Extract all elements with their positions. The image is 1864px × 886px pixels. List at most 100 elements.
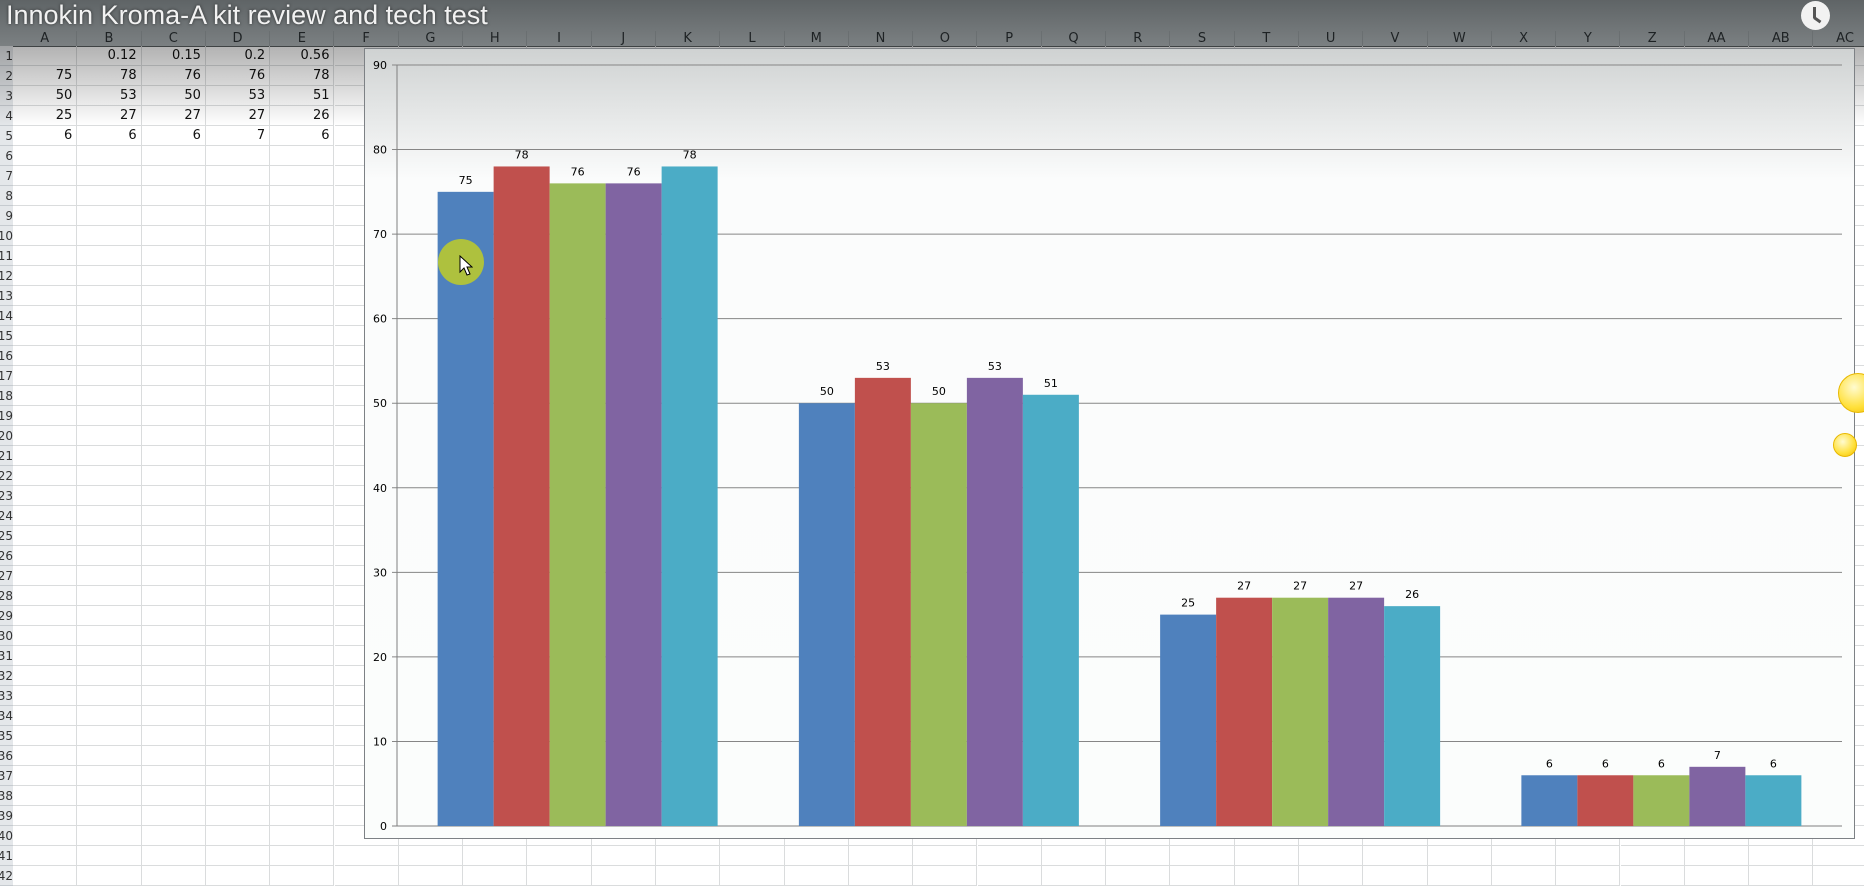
cell-A2[interactable]: 75 xyxy=(13,66,78,86)
cell-D24[interactable] xyxy=(205,506,271,526)
cell-D22[interactable] xyxy=(205,466,271,486)
cell-A16[interactable] xyxy=(13,346,78,366)
cell-D23[interactable] xyxy=(205,486,271,506)
cell-D19[interactable] xyxy=(205,406,271,426)
row-header[interactable]: 18 xyxy=(0,386,13,406)
cell-C23[interactable] xyxy=(141,486,206,506)
cell-T42[interactable] xyxy=(1234,866,1299,886)
cell-E26[interactable] xyxy=(270,546,335,566)
cell-A19[interactable] xyxy=(13,406,78,426)
cell-C16[interactable] xyxy=(141,346,206,366)
cell-E29[interactable] xyxy=(270,606,335,626)
cell-E22[interactable] xyxy=(270,466,335,486)
cell-D28[interactable] xyxy=(205,586,271,606)
cell-D8[interactable] xyxy=(205,186,271,206)
cell-A1[interactable] xyxy=(13,46,78,66)
cell-Y41[interactable] xyxy=(1556,846,1621,866)
cell-A33[interactable] xyxy=(13,686,78,706)
row-header[interactable]: 31 xyxy=(0,646,13,666)
cell-A14[interactable] xyxy=(13,306,78,326)
cell-D26[interactable] xyxy=(205,546,271,566)
cell-D25[interactable] xyxy=(205,526,271,546)
column-header-K[interactable]: K xyxy=(656,31,721,46)
row-header[interactable]: 15 xyxy=(0,326,13,346)
cell-D18[interactable] xyxy=(205,386,271,406)
cell-B18[interactable] xyxy=(77,386,142,406)
cell-E18[interactable] xyxy=(270,386,335,406)
cell-B21[interactable] xyxy=(77,446,142,466)
cell-B10[interactable] xyxy=(77,226,142,246)
cell-A24[interactable] xyxy=(13,506,78,526)
column-header-W[interactable]: W xyxy=(1428,31,1492,46)
row-header[interactable]: 33 xyxy=(0,686,13,706)
cell-E21[interactable] xyxy=(270,446,335,466)
cell-E4[interactable]: 26 xyxy=(270,106,335,126)
cell-C15[interactable] xyxy=(141,326,206,346)
cell-D2[interactable]: 76 xyxy=(205,66,271,86)
cell-D39[interactable] xyxy=(205,806,271,826)
cell-A36[interactable] xyxy=(13,746,78,766)
cell-E8[interactable] xyxy=(270,186,335,206)
cell-O41[interactable] xyxy=(913,846,978,866)
cell-C18[interactable] xyxy=(141,386,206,406)
column-header-U[interactable]: U xyxy=(1299,31,1364,46)
row-header[interactable]: 8 xyxy=(0,186,13,206)
cell-B23[interactable] xyxy=(77,486,142,506)
cell-D30[interactable] xyxy=(205,626,271,646)
row-header[interactable]: 29 xyxy=(0,606,13,626)
cell-C9[interactable] xyxy=(141,206,206,226)
cell-A40[interactable] xyxy=(13,826,78,846)
cell-AB41[interactable] xyxy=(1749,846,1814,866)
cell-C38[interactable] xyxy=(141,786,206,806)
cell-I41[interactable] xyxy=(527,846,592,866)
cell-Z42[interactable] xyxy=(1620,866,1685,886)
cell-M41[interactable] xyxy=(784,846,849,866)
cell-D11[interactable] xyxy=(205,246,271,266)
cell-Y42[interactable] xyxy=(1556,866,1621,886)
cell-E20[interactable] xyxy=(270,426,335,446)
cell-E27[interactable] xyxy=(270,566,335,586)
cell-V42[interactable] xyxy=(1363,866,1428,886)
cell-F41[interactable] xyxy=(334,846,399,866)
cell-D38[interactable] xyxy=(205,786,271,806)
cell-F42[interactable] xyxy=(334,866,399,886)
cell-E39[interactable] xyxy=(270,806,335,826)
cell-B11[interactable] xyxy=(77,246,142,266)
row-header[interactable]: 17 xyxy=(0,366,13,386)
cell-C22[interactable] xyxy=(141,466,206,486)
column-header-O[interactable]: O xyxy=(913,31,978,46)
cell-D15[interactable] xyxy=(205,326,271,346)
cell-A37[interactable] xyxy=(13,766,78,786)
cell-B8[interactable] xyxy=(77,186,142,206)
cell-D35[interactable] xyxy=(205,726,271,746)
cell-A17[interactable] xyxy=(13,366,78,386)
cell-B35[interactable] xyxy=(77,726,142,746)
zoom-out-icon[interactable] xyxy=(1833,433,1857,457)
cell-E10[interactable] xyxy=(270,226,335,246)
cell-A3[interactable]: 50 xyxy=(13,86,78,106)
cell-R42[interactable] xyxy=(1106,866,1171,886)
cell-B32[interactable] xyxy=(77,666,142,686)
cell-B33[interactable] xyxy=(77,686,142,706)
column-header-J[interactable]: J xyxy=(592,31,656,46)
column-header-H[interactable]: H xyxy=(463,31,528,46)
cell-D42[interactable] xyxy=(205,866,271,886)
row-header[interactable]: 5 xyxy=(0,126,13,146)
cell-C30[interactable] xyxy=(141,626,206,646)
column-header-E[interactable]: E xyxy=(270,31,335,46)
cell-X42[interactable] xyxy=(1491,866,1557,886)
cell-E41[interactable] xyxy=(270,846,335,866)
cell-D14[interactable] xyxy=(205,306,271,326)
cell-C11[interactable] xyxy=(141,246,206,266)
cell-B7[interactable] xyxy=(77,166,142,186)
cell-B30[interactable] xyxy=(77,626,142,646)
cell-D5[interactable]: 7 xyxy=(205,126,271,146)
cell-D41[interactable] xyxy=(205,846,271,866)
cell-A10[interactable] xyxy=(13,226,78,246)
cell-B3[interactable]: 53 xyxy=(77,86,142,106)
cell-I42[interactable] xyxy=(527,866,592,886)
row-header[interactable]: 21 xyxy=(0,446,13,466)
cell-D27[interactable] xyxy=(205,566,271,586)
row-header[interactable]: 28 xyxy=(0,586,13,606)
column-header-M[interactable]: M xyxy=(785,31,849,46)
